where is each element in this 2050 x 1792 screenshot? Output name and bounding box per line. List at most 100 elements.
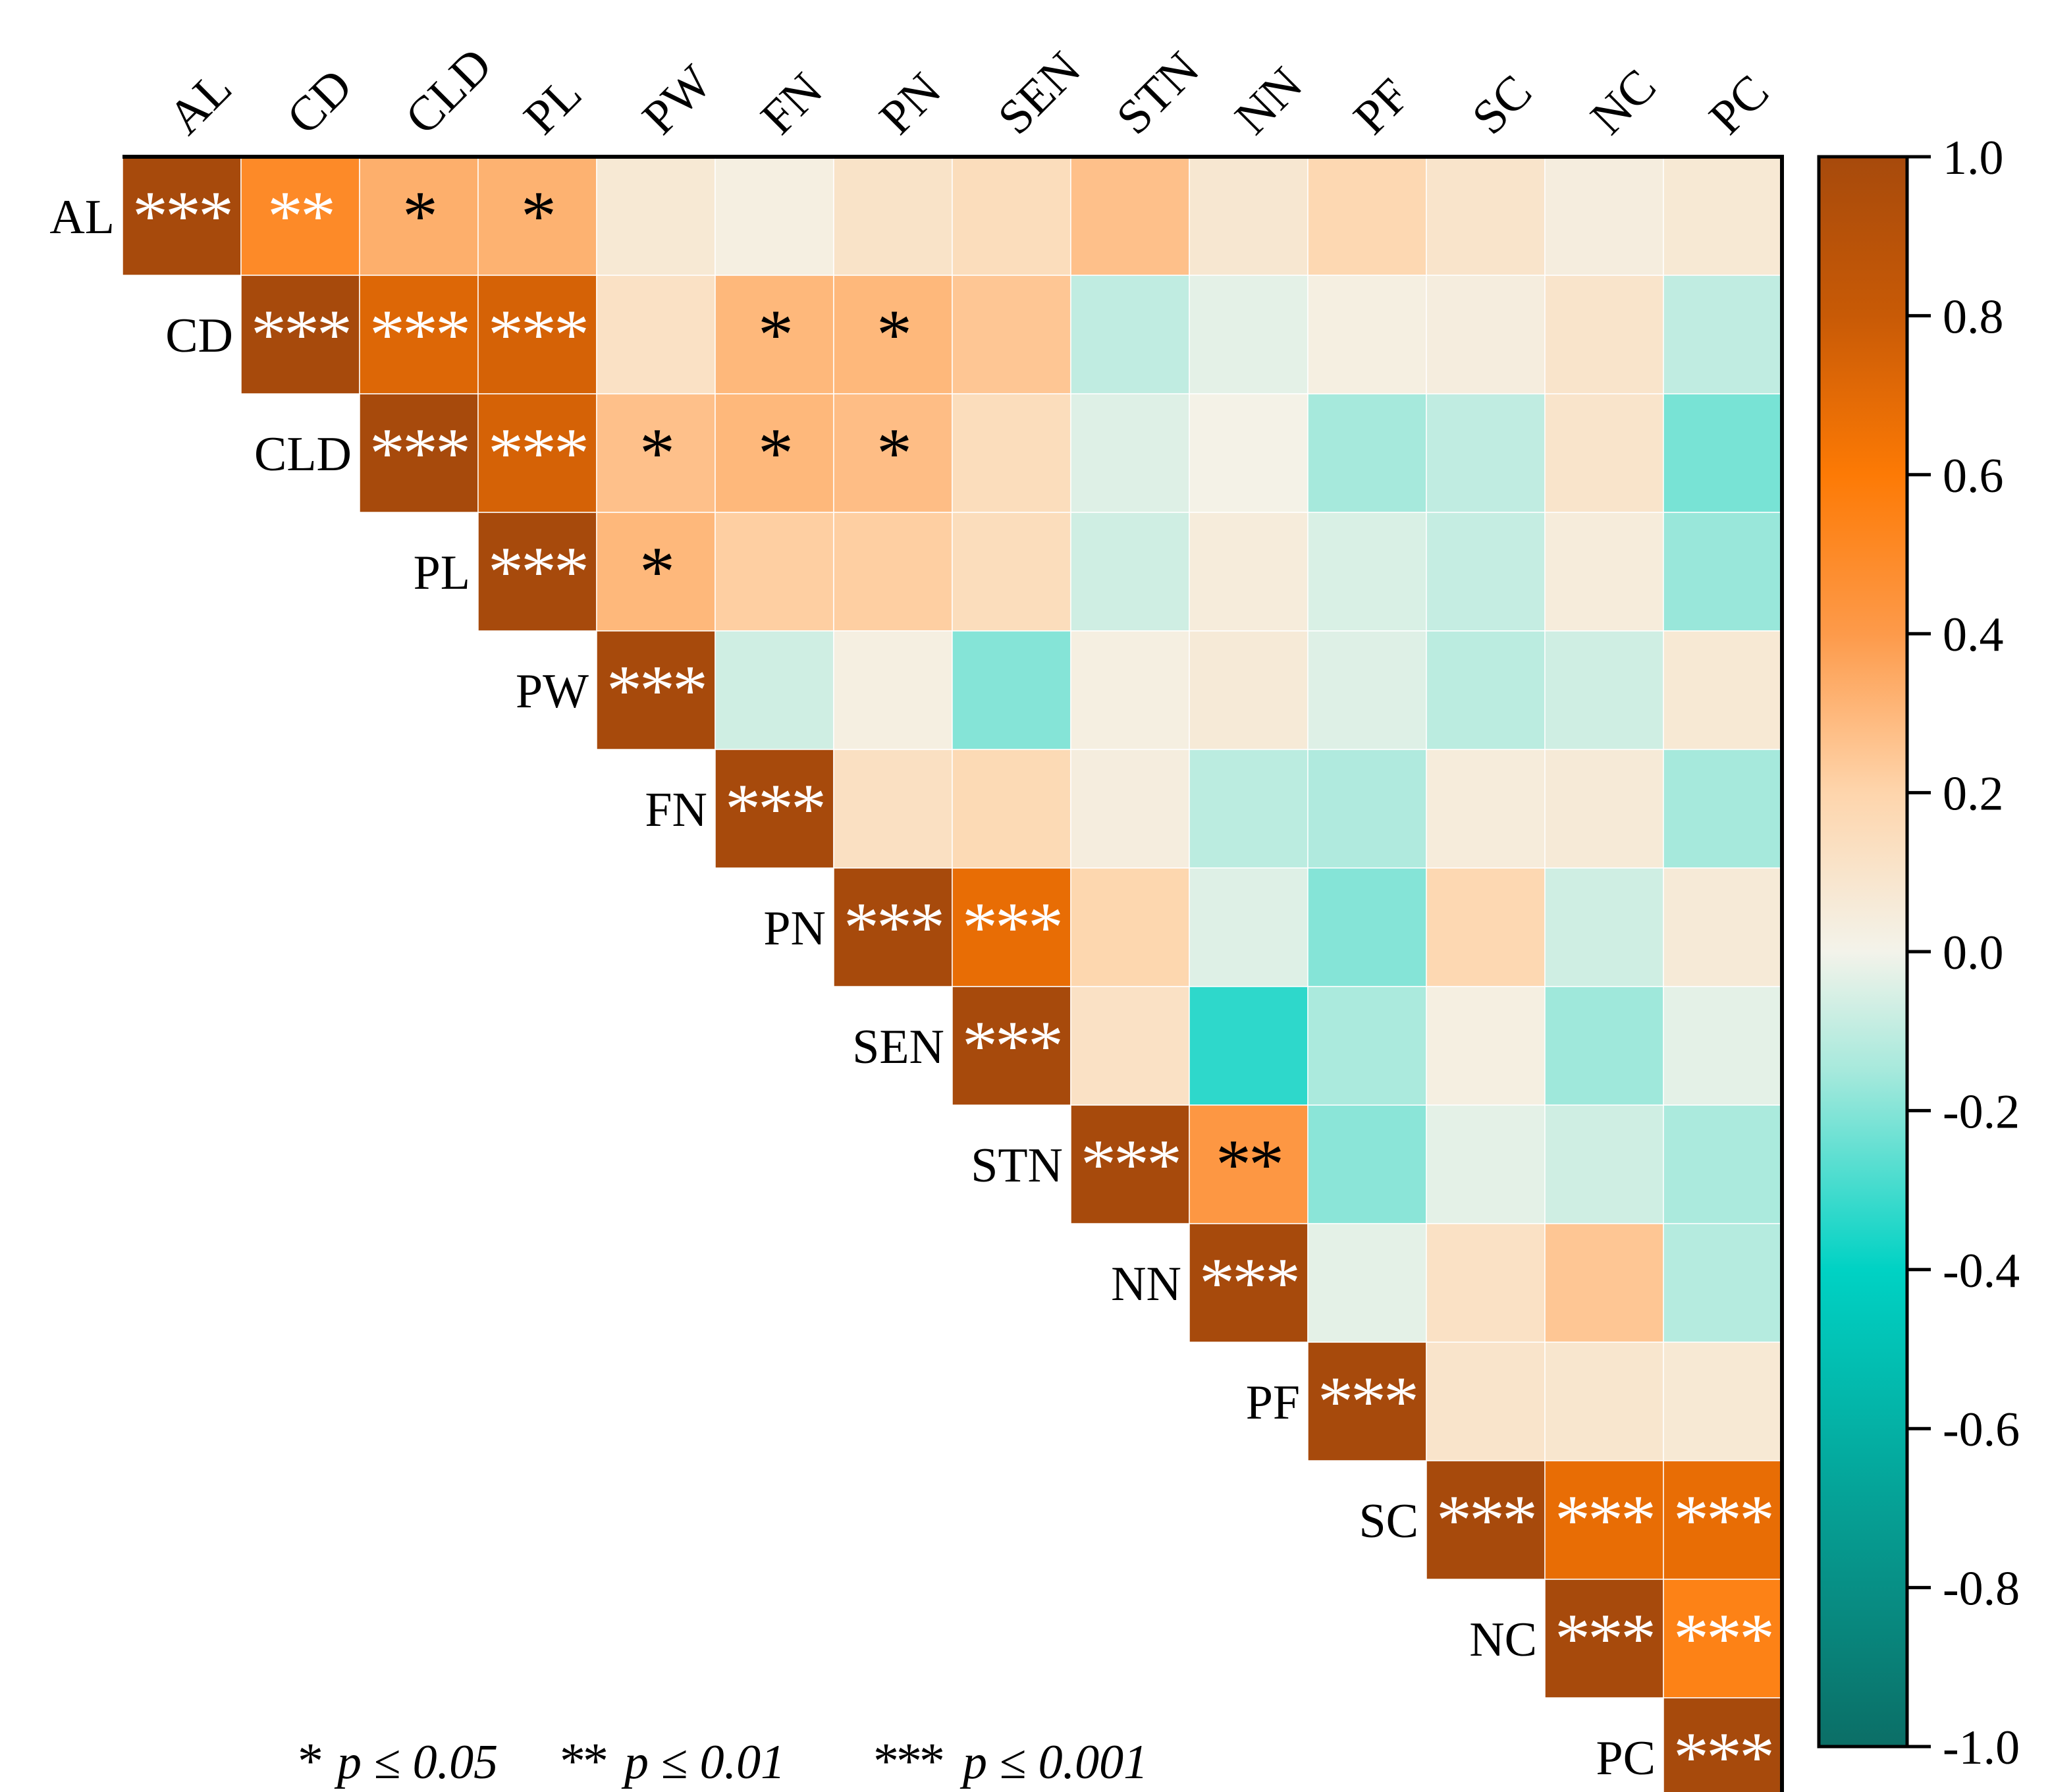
- heatmap-cell-PL-NN: [1189, 512, 1308, 632]
- significance-markers: *** ** * **** *** *** * **** *** * * **** **********…: [132, 177, 1775, 1792]
- row-labels: AL CD CLD PL PW FN PN SEN STN NN PF SC NC PC: [49, 190, 1656, 1785]
- row-label-STN: STN: [971, 1139, 1063, 1193]
- heatmap-cell-NC-PC: [1663, 1579, 1783, 1698]
- heatmap-cell-PC-PC: [1663, 1697, 1783, 1792]
- heatmap-cell-CLD-FN: [715, 393, 834, 513]
- heatmap-cell-FN-PN: [833, 749, 953, 869]
- heatmap-cell-PF-PF: [1307, 1342, 1427, 1461]
- heatmap-cell-FN-NN: [1189, 749, 1308, 869]
- column-label-PW: PW: [632, 55, 722, 145]
- significance-marker-AL-PL: *: [521, 177, 554, 256]
- colorbar-tick-label: -0.8: [1943, 1562, 2020, 1616]
- heatmap-cell-CD-PF: [1307, 275, 1427, 394]
- colorbar-tick-label: 0.4: [1943, 608, 2004, 662]
- heatmap-cell-STN-PF: [1307, 1104, 1427, 1224]
- significance-marker-STN-NN: **: [1216, 1126, 1281, 1204]
- heatmap-cell-CLD-PL: [477, 393, 597, 513]
- heatmap-cell-CD-SEN: [952, 275, 1071, 394]
- row-label-PF: PF: [1246, 1376, 1300, 1430]
- column-label-SEN: SEN: [988, 41, 1091, 145]
- row-label-CLD: CLD: [254, 427, 352, 481]
- heatmap-cell-AL-SC: [1426, 156, 1546, 276]
- heatmap-cell-AL-PC: [1663, 156, 1783, 276]
- significance-marker-PL-PL: ***: [488, 533, 587, 611]
- colorbar-tick-label: 1.0: [1943, 131, 2004, 185]
- heatmap-cell-SEN-STN: [1070, 986, 1190, 1106]
- significance-marker-CD-CD: ***: [251, 296, 350, 374]
- heatmap-cell-CD-CLD: [359, 275, 479, 394]
- heatmap-cell-PW-STN: [1070, 630, 1190, 750]
- heatmap-cell-PL-PN: [833, 512, 953, 632]
- heatmap-cell-CD-NC: [1544, 275, 1664, 394]
- significance-marker-NC-PC: ***: [1673, 1600, 1772, 1678]
- colorbar: 1.0 0.8 0.6 0.4 0.2 0.0 -0.2 -0.4 -0.6 -0.8 -1.0: [1817, 131, 2020, 1775]
- legend-text: p ≤ 0.05: [334, 1735, 498, 1789]
- significance-marker-PF-PF: ***: [1318, 1363, 1416, 1441]
- heatmap-cell-PL-STN: [1070, 512, 1190, 632]
- column-label-FN: FN: [751, 63, 833, 145]
- significance-marker-CLD-PL: ***: [488, 414, 587, 493]
- heatmap-cell-CLD-SC: [1426, 393, 1546, 513]
- heatmap-cell-CLD-PC: [1663, 393, 1783, 513]
- heatmap-cell-AL-STN: [1070, 156, 1190, 276]
- significance-marker-PL-PW: *: [639, 533, 672, 611]
- heatmap-cell-FN-SEN: [952, 749, 1071, 869]
- heatmap-cell-CLD-CLD: [359, 393, 479, 513]
- significance-marker-CD-PN: *: [877, 296, 909, 374]
- heatmap-cell-NN-PF: [1307, 1223, 1427, 1343]
- heatmap-cell-STN-PC: [1663, 1104, 1783, 1224]
- heatmap-cell-FN-SC: [1426, 749, 1546, 869]
- column-label-STN: STN: [1106, 41, 1210, 145]
- heatmap-cell-AL-CD: [240, 156, 360, 276]
- heatmap-cell-PW-PW: [596, 630, 716, 750]
- heatmap-cell-PL-NC: [1544, 512, 1664, 632]
- column-label-CD: CD: [277, 59, 363, 145]
- colorbar-tick-label: -0.2: [1943, 1085, 2020, 1139]
- heatmap-cell-NN-PC: [1663, 1223, 1783, 1343]
- heatmap-cell-PF-SC: [1426, 1342, 1546, 1461]
- heatmap-cell-FN-PC: [1663, 749, 1783, 869]
- heatmap-cell-AL-NN: [1189, 156, 1308, 276]
- heatmap-cell-PN-SEN: [952, 867, 1071, 987]
- heatmap-cell-SC-SC: [1426, 1460, 1546, 1580]
- plot-frame: [122, 155, 1784, 1792]
- heatmap-cell-PW-NN: [1189, 630, 1308, 750]
- column-label-NN: NN: [1225, 57, 1313, 145]
- row-label-AL: AL: [49, 190, 115, 244]
- significance-marker-SC-NC: ***: [1555, 1481, 1654, 1560]
- colorbar-tick-label: 0.8: [1943, 290, 2004, 344]
- significance-marker-AL-AL: ***: [132, 177, 231, 256]
- row-label-PL: PL: [414, 546, 470, 600]
- heatmap-cell-FN-NC: [1544, 749, 1664, 869]
- colorbar-tick-label: -0.4: [1943, 1244, 2020, 1298]
- significance-marker-CD-CLD: ***: [369, 296, 468, 374]
- colorbar-tick-label: 0.2: [1943, 767, 2004, 821]
- row-label-CD: CD: [165, 309, 233, 363]
- significance-marker-PC-PC: ***: [1673, 1718, 1772, 1792]
- colorbar-gradient: [1817, 155, 1909, 1749]
- significance-marker-FN-FN: ***: [725, 770, 824, 848]
- heatmap-cell-CLD-NN: [1189, 393, 1308, 513]
- column-label-NC: NC: [1580, 59, 1667, 145]
- heatmap-cell-NN-NN: [1189, 1223, 1308, 1343]
- heatmap-cell-SEN-NC: [1544, 986, 1664, 1106]
- heatmap-cell-PF-NC: [1544, 1342, 1664, 1461]
- heatmap-cell-SEN-NN: [1189, 986, 1308, 1106]
- heatmap-cell-PN-SC: [1426, 867, 1546, 987]
- colorbar-tick-label: -1.0: [1943, 1721, 2020, 1775]
- row-label-PC: PC: [1596, 1731, 1656, 1785]
- heatmap-cell-PW-FN: [715, 630, 834, 750]
- heatmap-cell-STN-NN: [1189, 1104, 1308, 1224]
- row-label-SEN: SEN: [852, 1020, 944, 1074]
- heatmap-cell-FN-FN: [715, 749, 834, 869]
- colorbar-tick-label: 0.0: [1943, 926, 2004, 980]
- column-label-PN: PN: [869, 63, 952, 145]
- heatmap-cell-PN-PN: [833, 867, 953, 987]
- heatmap-cell-STN-SC: [1426, 1104, 1546, 1224]
- heatmap-cell-CD-PN: [833, 275, 953, 394]
- row-label-NC: NC: [1469, 1613, 1537, 1667]
- heatmap-cell-CLD-NC: [1544, 393, 1664, 513]
- heatmap-cell-NN-NC: [1544, 1223, 1664, 1343]
- heatmap-cell-CD-NN: [1189, 275, 1308, 394]
